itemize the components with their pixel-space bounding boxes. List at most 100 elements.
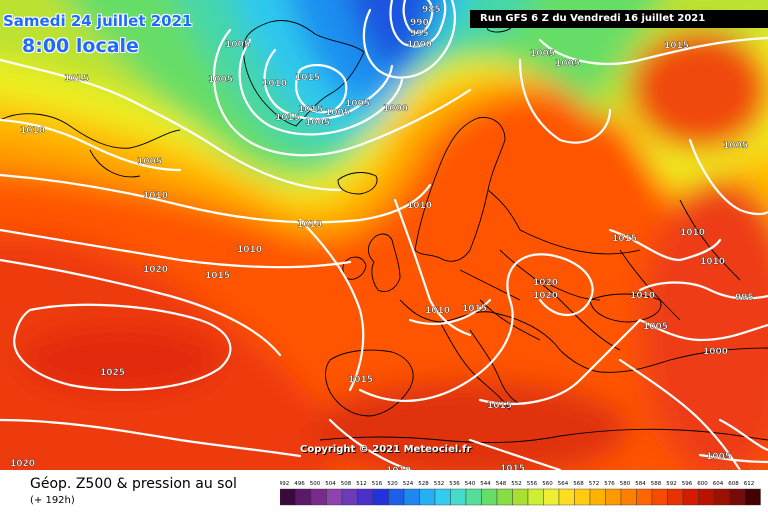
scale-swatch — [310, 488, 327, 506]
scale-swatch — [682, 488, 699, 506]
scale-label: 528 — [418, 481, 429, 487]
isobar-label: 1010 — [262, 79, 287, 89]
isobar-label: 1005 — [530, 49, 555, 59]
scale-label: 560 — [542, 481, 553, 487]
scale-label: 600 — [697, 481, 708, 487]
isobar-label: 1010 — [386, 466, 411, 470]
isobar-label: 1015 — [612, 234, 637, 244]
scale-swatch — [713, 488, 730, 506]
isobar-label: 1010 — [237, 245, 262, 255]
isobar-label: 1005 — [208, 75, 233, 85]
isobar-label: 1020 — [143, 265, 168, 275]
scale-label: 596 — [682, 481, 693, 487]
scale-swatch — [357, 488, 374, 506]
isobar-label: 1005 — [643, 322, 668, 332]
scale-label: 604 — [713, 481, 724, 487]
isobar-label: 1010 — [680, 228, 705, 238]
isobar-label: 990 — [410, 18, 429, 28]
isobar-label: 1020 — [533, 291, 558, 301]
isobar-label: 1005 — [730, 469, 755, 470]
color-scale-swatches — [280, 488, 761, 506]
scale-label: 504 — [325, 481, 336, 487]
scale-swatch — [434, 488, 451, 506]
scale-label: 572 — [589, 481, 600, 487]
scale-swatch — [527, 488, 544, 506]
scale-swatch — [496, 488, 513, 506]
scale-swatch — [388, 488, 405, 506]
isobar-label: 985 — [422, 5, 441, 15]
legend-bar: Géop. Z500 & pression au sol (+ 192h) 49… — [0, 470, 768, 512]
scale-swatch — [543, 488, 560, 506]
isobar-label: 1010 — [630, 291, 655, 301]
scale-swatch — [295, 488, 312, 506]
scale-swatch — [326, 488, 343, 506]
scale-label: 500 — [310, 481, 321, 487]
isobar-label: 1015 — [295, 73, 320, 83]
isobar-label: 1010 — [297, 220, 322, 230]
isobar-label: 995 — [735, 293, 754, 303]
map-area: 985 990 995 1000 1005 1005 1015 1010 1015 1015 101… — [0, 0, 768, 470]
scale-swatch — [419, 488, 436, 506]
scale-swatch — [481, 488, 498, 506]
scale-swatch — [450, 488, 467, 506]
isobar-label: 1015 — [500, 464, 525, 470]
isobar-label: 1010 — [425, 306, 450, 316]
scale-label: 548 — [496, 481, 507, 487]
isobar-label: 995 — [410, 29, 429, 39]
scale-swatch — [698, 488, 715, 506]
isobars — [0, 0, 768, 470]
scale-label: 516 — [372, 481, 383, 487]
isobar-label: 1000 — [407, 40, 432, 50]
isobar-label: 1005 — [706, 452, 731, 462]
isobar-label: 1015 — [348, 375, 373, 385]
color-scale-labels: 492 496 500 504 508 512 516 520 524 528 532 536 540 5… — [280, 481, 754, 487]
isobar-label: 1015 — [205, 271, 230, 281]
run-info-banner: Run GFS 6 Z du Vendredi 16 juillet 2021 — [470, 10, 768, 28]
scale-swatch — [729, 488, 746, 506]
scale-swatch — [341, 488, 358, 506]
scale-label: 608 — [728, 481, 739, 487]
scale-swatch — [280, 488, 296, 506]
scale-label: 544 — [480, 481, 491, 487]
isobar-label: 1025 — [100, 368, 125, 378]
scale-label: 612 — [744, 481, 755, 487]
scale-label: 580 — [620, 481, 631, 487]
scale-swatch — [465, 488, 482, 506]
forecast-hour: (+ 192h) — [30, 495, 75, 506]
scale-swatch — [372, 488, 389, 506]
isobar-label: 1010 — [20, 126, 45, 136]
isobar-label: 1000 — [383, 104, 408, 114]
scale-label: 588 — [651, 481, 662, 487]
isobar-label: 1005 — [137, 157, 162, 167]
forecast-date: Samedi 24 juillet 2021 — [3, 12, 193, 30]
isobar-label: 1010 — [407, 201, 432, 211]
isobar-label: 1010 — [143, 191, 168, 201]
scale-label: 512 — [356, 481, 367, 487]
scale-label: 552 — [511, 481, 522, 487]
copyright-notice: Copyright © 2021 Meteociel.fr — [300, 444, 472, 455]
scale-label: 496 — [294, 481, 305, 487]
scale-swatch — [512, 488, 529, 506]
scale-swatch — [403, 488, 420, 506]
scale-label: 536 — [449, 481, 460, 487]
scale-label: 520 — [387, 481, 398, 487]
isobar-label: 1005 — [723, 141, 748, 151]
scale-swatch — [574, 488, 591, 506]
isobar-label: 1020 — [533, 278, 558, 288]
isobar-label: 1005 — [325, 108, 350, 118]
scale-label: 584 — [635, 481, 646, 487]
map-title: Géop. Z500 & pression au sol — [30, 476, 237, 492]
scale-swatch — [589, 488, 606, 506]
scale-swatch — [651, 488, 668, 506]
isobar-label: 1015 — [462, 304, 487, 314]
isobar-label: 1015 — [487, 401, 512, 411]
scale-label: 592 — [666, 481, 677, 487]
scale-label: 508 — [341, 481, 352, 487]
scale-label: 564 — [558, 481, 569, 487]
color-scale: 492 496 500 504 508 512 516 520 524 528 532 536 540 5… — [280, 481, 761, 506]
scale-swatch — [558, 488, 575, 506]
scale-label: 576 — [604, 481, 615, 487]
isobar-label: 1015 — [298, 105, 323, 115]
